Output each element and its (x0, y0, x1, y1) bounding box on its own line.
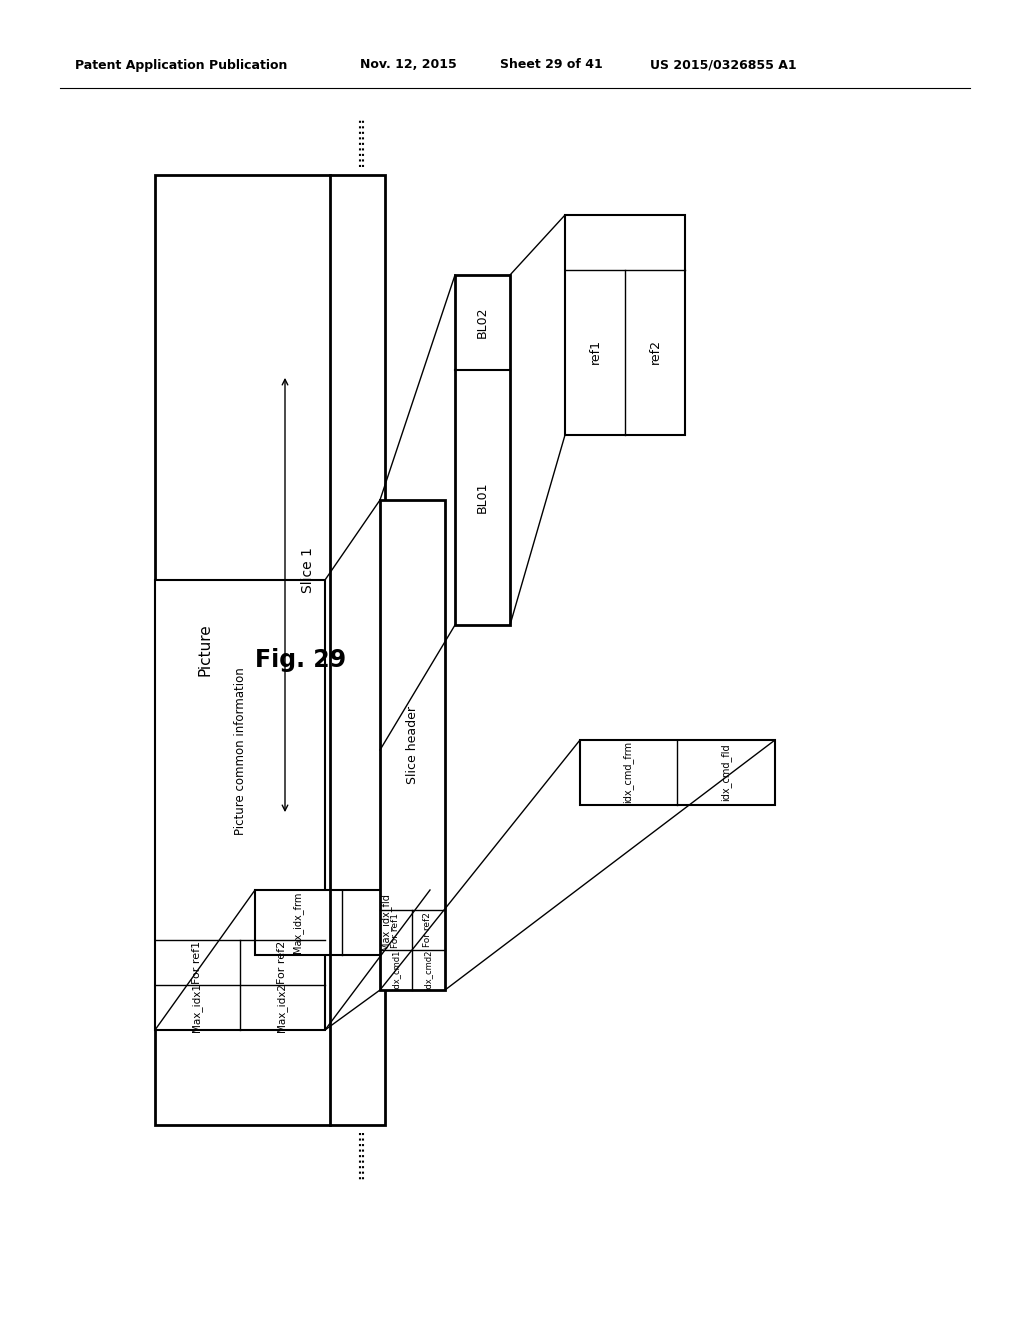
Text: For ref2: For ref2 (278, 940, 287, 983)
Bar (255, 890, 430, 954)
Text: For ref1: For ref1 (193, 940, 202, 983)
Bar (155, 579, 325, 1030)
Text: For ref2: For ref2 (424, 912, 432, 948)
Text: idx_cmd_frm: idx_cmd_frm (623, 741, 634, 803)
Text: Max_idx_frm: Max_idx_frm (293, 891, 303, 953)
Text: idx_cmd_fld: idx_cmd_fld (721, 743, 731, 801)
Text: idx_cmd2: idx_cmd2 (424, 950, 432, 990)
Text: BL02: BL02 (475, 306, 488, 338)
Text: BL01: BL01 (475, 482, 488, 512)
Bar (580, 741, 775, 805)
Text: ref1: ref1 (589, 339, 601, 364)
Text: idx_cmd1: idx_cmd1 (391, 950, 400, 990)
Text: Patent Application Publication: Patent Application Publication (75, 58, 288, 71)
Text: Nov. 12, 2015: Nov. 12, 2015 (360, 58, 457, 71)
Text: Max_idx1: Max_idx1 (191, 982, 203, 1031)
Bar (155, 176, 385, 1125)
Text: For ref1: For ref1 (391, 912, 400, 948)
Bar (380, 500, 445, 990)
Text: Slice 1: Slice 1 (301, 546, 315, 593)
Text: Max_idx2: Max_idx2 (276, 982, 288, 1031)
Text: US 2015/0326855 A1: US 2015/0326855 A1 (650, 58, 797, 71)
Text: ref2: ref2 (648, 339, 662, 364)
Text: Sheet 29 of 41: Sheet 29 of 41 (500, 58, 603, 71)
Text: Max_idx_fld: Max_idx_fld (381, 894, 391, 950)
Text: Picture: Picture (198, 623, 213, 676)
Text: Picture common information: Picture common information (233, 667, 247, 834)
Bar (565, 215, 685, 436)
Text: Slice header: Slice header (406, 706, 419, 784)
Bar (455, 275, 510, 624)
Text: Fig. 29: Fig. 29 (255, 648, 346, 672)
